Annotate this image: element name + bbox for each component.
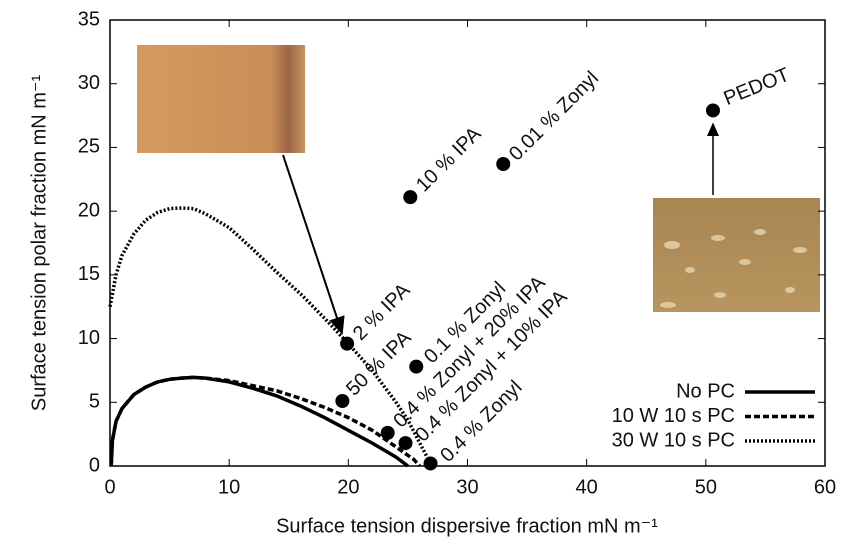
y-axis-label: Surface tension polar fraction mN m⁻¹ xyxy=(28,75,50,412)
point xyxy=(423,456,438,471)
y-tick-label: 35 xyxy=(78,8,100,30)
y-tick-label: 20 xyxy=(78,199,100,221)
point xyxy=(403,190,418,205)
x-tick-label: 10 xyxy=(218,476,240,498)
y-tick-label: 25 xyxy=(78,136,100,158)
point xyxy=(398,436,413,451)
photo xyxy=(137,45,305,153)
x-tick-label: 30 xyxy=(456,476,478,498)
point xyxy=(335,394,350,409)
curve xyxy=(109,375,422,468)
point-label: 10 % IPA xyxy=(412,122,486,196)
arrow xyxy=(282,154,345,335)
x-tick-label: 0 xyxy=(104,476,115,498)
x-tick-label: 40 xyxy=(576,476,598,498)
legend-label: 10 W 10 s PC xyxy=(612,405,735,427)
y-tick-label: 10 xyxy=(78,327,100,349)
x-axis-label: Surface tension dispersive fraction mN m… xyxy=(276,515,658,537)
legend-label: 30 W 10 s PC xyxy=(612,429,735,451)
x-tick-label: 20 xyxy=(337,476,359,498)
point xyxy=(340,336,355,351)
point-label: 0.01 % Zonyl xyxy=(505,67,603,165)
y-tick-label: 5 xyxy=(89,391,100,413)
y-tick-label: 15 xyxy=(78,263,100,285)
point xyxy=(705,103,720,118)
photo xyxy=(653,198,820,312)
photo-texture xyxy=(660,229,807,308)
x-tick-label: 50 xyxy=(695,476,717,498)
point-label: 50 % IPA xyxy=(342,326,416,400)
point xyxy=(409,359,424,374)
y-tick-label: 30 xyxy=(78,72,100,94)
legend-label: No PC xyxy=(676,380,735,402)
point xyxy=(380,425,395,440)
point xyxy=(496,156,511,171)
point-label: PEDOT xyxy=(721,64,793,110)
y-tick-label: 0 xyxy=(89,454,100,476)
x-tick-label: 60 xyxy=(814,476,836,498)
